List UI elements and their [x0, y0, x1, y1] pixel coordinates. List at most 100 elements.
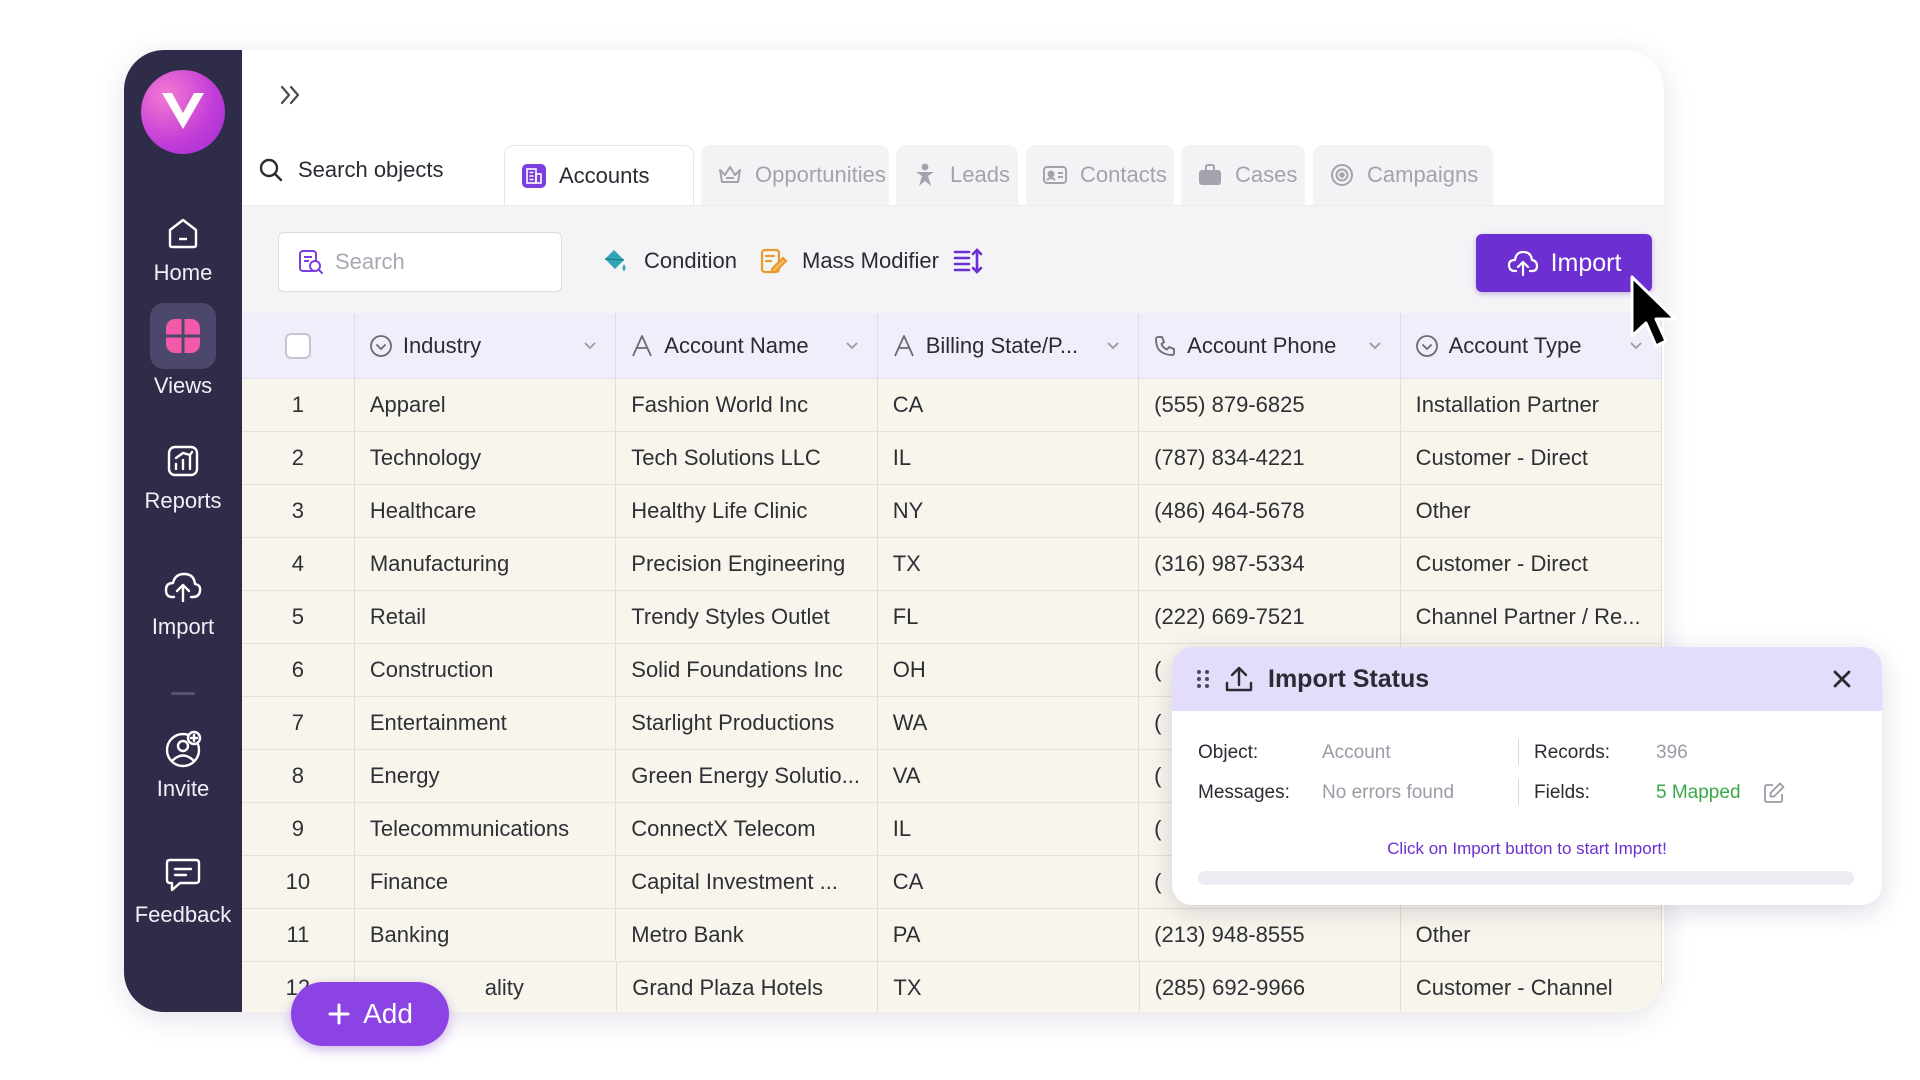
sidebar: Home Views Reports Import Invite: [124, 50, 242, 1012]
cell-account-name[interactable]: Healthy Life Clinic: [616, 485, 878, 537]
table-row[interactable]: 5 Retail Trendy Styles Outlet FL (222) 669-7…: [242, 591, 1663, 644]
cell-account-phone[interactable]: (213) 948-8555: [1139, 909, 1401, 961]
app-logo[interactable]: [141, 70, 225, 154]
cell-billing-state[interactable]: CA: [878, 856, 1140, 908]
sidebar-item-invite[interactable]: Invite: [124, 726, 242, 802]
chevron-down-icon[interactable]: [581, 336, 599, 354]
cell-account-type[interactable]: Installation Partner: [1401, 379, 1663, 431]
cell-account-name[interactable]: Metro Bank: [616, 909, 878, 961]
cell-billing-state[interactable]: NY: [878, 485, 1140, 537]
cell-industry[interactable]: Finance: [355, 856, 617, 908]
search-input[interactable]: [335, 249, 535, 275]
sidebar-item-feedback[interactable]: Feedback: [124, 852, 242, 928]
cell-billing-state[interactable]: PA: [878, 909, 1140, 961]
sidebar-item-import[interactable]: Import: [124, 564, 242, 640]
table-row[interactable]: 12 ality Grand Plaza Hotels TX (285) 692-996…: [242, 962, 1663, 1012]
chevron-down-icon[interactable]: [843, 336, 861, 354]
table-row[interactable]: 4 Manufacturing Precision Engineering TX (31…: [242, 538, 1663, 591]
search-field[interactable]: [278, 232, 562, 292]
cell-account-name[interactable]: Fashion World Inc: [616, 379, 878, 431]
column-header-account-type[interactable]: Account Type: [1401, 313, 1663, 378]
cell-account-name[interactable]: Capital Investment ...: [616, 856, 878, 908]
cell-account-phone[interactable]: (222) 669-7521: [1139, 591, 1401, 643]
cell-account-type[interactable]: Other: [1401, 909, 1663, 961]
cell-account-name[interactable]: Green Energy Solutio...: [616, 750, 878, 802]
drag-handle-icon[interactable]: [1196, 668, 1210, 690]
cell-billing-state[interactable]: TX: [878, 538, 1140, 590]
cell-billing-state[interactable]: VA: [878, 750, 1140, 802]
tab-opportunities[interactable]: Opportunities: [701, 145, 889, 205]
cell-industry[interactable]: Construction: [355, 644, 617, 696]
tab-campaigns[interactable]: Campaigns: [1313, 145, 1493, 205]
column-header-account-name[interactable]: Account Name: [616, 313, 878, 378]
close-icon[interactable]: [1828, 665, 1856, 693]
tab-leads[interactable]: Leads: [896, 145, 1018, 205]
cell-account-name[interactable]: Precision Engineering: [616, 538, 878, 590]
cell-account-phone[interactable]: (486) 464-5678: [1139, 485, 1401, 537]
fields-value[interactable]: 5 Mapped: [1656, 782, 1741, 803]
cell-industry[interactable]: Banking: [355, 909, 617, 961]
cell-account-type[interactable]: Customer - Channel: [1401, 962, 1663, 1012]
edit-icon[interactable]: [1762, 781, 1786, 805]
table-row[interactable]: 11 Banking Metro Bank PA (213) 948-8555 Other: [242, 909, 1663, 962]
column-header-industry[interactable]: Industry: [355, 313, 617, 378]
cell-account-type[interactable]: Channel Partner / Re...: [1401, 591, 1663, 643]
cell-account-name[interactable]: Trendy Styles Outlet: [616, 591, 878, 643]
column-header-account-phone[interactable]: Account Phone: [1139, 313, 1401, 378]
cell-billing-state[interactable]: IL: [878, 432, 1140, 484]
cell-account-type[interactable]: Other: [1401, 485, 1663, 537]
tab-cases[interactable]: Cases: [1181, 145, 1305, 205]
cell-account-phone[interactable]: (285) 692-9966: [1140, 962, 1401, 1012]
sidebar-item-views[interactable]: Views: [124, 303, 242, 399]
cell-account-name[interactable]: Solid Foundations Inc: [616, 644, 878, 696]
sort-button[interactable]: [952, 236, 984, 286]
expand-sidebar-icon[interactable]: [276, 80, 306, 110]
cell-billing-state[interactable]: IL: [878, 803, 1140, 855]
cell-industry[interactable]: ality: [355, 962, 618, 1012]
table-row[interactable]: 1 Apparel Fashion World Inc CA (555) 879-682…: [242, 379, 1663, 432]
import-button[interactable]: Import: [1476, 234, 1652, 292]
sidebar-item-home[interactable]: Home: [124, 210, 242, 286]
cell-billing-state[interactable]: TX: [878, 962, 1140, 1012]
add-button[interactable]: Add: [291, 982, 449, 1046]
cell-account-type[interactable]: Customer - Direct: [1401, 432, 1663, 484]
object-value: Account: [1322, 742, 1391, 763]
cell-account-name[interactable]: ConnectX Telecom: [616, 803, 878, 855]
cell-industry[interactable]: Telecommunications: [355, 803, 617, 855]
table-row[interactable]: 3 Healthcare Healthy Life Clinic NY (486) 46…: [242, 485, 1663, 538]
cell-billing-state[interactable]: OH: [878, 644, 1140, 696]
cell-account-name[interactable]: Tech Solutions LLC: [616, 432, 878, 484]
mass-modifier-button[interactable]: Mass Modifier: [758, 236, 939, 286]
cell-billing-state[interactable]: CA: [878, 379, 1140, 431]
cell-billing-state[interactable]: WA: [878, 697, 1140, 749]
cell-account-name[interactable]: Starlight Productions: [616, 697, 878, 749]
select-all-checkbox[interactable]: [284, 332, 311, 359]
tab-contacts[interactable]: Contacts: [1026, 145, 1174, 205]
cell-account-phone[interactable]: (555) 879-6825: [1139, 379, 1401, 431]
cell-industry[interactable]: Apparel: [355, 379, 617, 431]
cell-industry[interactable]: Healthcare: [355, 485, 617, 537]
sidebar-item-reports[interactable]: Reports: [124, 438, 242, 514]
sidebar-item-label: Views: [153, 373, 213, 398]
table-row[interactable]: 2 Technology Tech Solutions LLC IL (787) 834…: [242, 432, 1663, 485]
cell-account-type[interactable]: Customer - Direct: [1401, 538, 1663, 590]
tab-accounts[interactable]: Accounts: [504, 145, 694, 205]
import-status-header[interactable]: Import Status: [1172, 647, 1882, 711]
cell-account-phone[interactable]: (316) 987-5334: [1139, 538, 1401, 590]
sidebar-item-label: Feedback: [134, 902, 232, 927]
cell-account-phone[interactable]: (787) 834-4221: [1139, 432, 1401, 484]
chevron-down-icon[interactable]: [1627, 336, 1645, 354]
column-header-billing-state[interactable]: Billing State/P...: [878, 313, 1140, 378]
cell-industry[interactable]: Manufacturing: [355, 538, 617, 590]
cell-industry[interactable]: Retail: [355, 591, 617, 643]
chevron-down-icon[interactable]: [1366, 336, 1384, 354]
condition-button[interactable]: Condition: [600, 236, 737, 286]
cell-industry[interactable]: Technology: [355, 432, 617, 484]
chevron-down-icon[interactable]: [1104, 336, 1122, 354]
cell-industry[interactable]: Entertainment: [355, 697, 617, 749]
cell-industry[interactable]: Energy: [355, 750, 617, 802]
phone-icon: [1155, 335, 1176, 356]
cell-account-name[interactable]: Grand Plaza Hotels: [617, 962, 879, 1012]
cell-billing-state[interactable]: FL: [878, 591, 1140, 643]
search-objects-button[interactable]: Search objects: [258, 157, 444, 183]
